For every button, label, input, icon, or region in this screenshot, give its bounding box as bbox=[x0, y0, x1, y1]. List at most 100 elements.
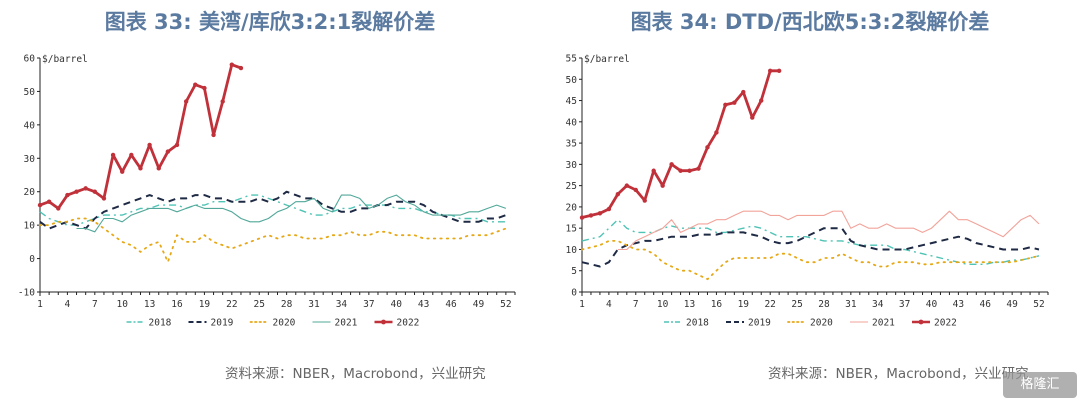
x-tick-label: 34 bbox=[872, 299, 884, 310]
y-tick-label: 5 bbox=[571, 266, 577, 277]
series-line-2020 bbox=[581, 240, 1040, 281]
data-point-2022 bbox=[696, 166, 701, 171]
y-tick-label: 10 bbox=[566, 245, 578, 256]
data-point-2022 bbox=[633, 187, 638, 193]
watermark-logo: 格隆汇 bbox=[1003, 372, 1077, 398]
data-point-2022 bbox=[65, 192, 70, 198]
x-tick-label: 43 bbox=[953, 299, 964, 310]
x-tick-label: 7 bbox=[633, 299, 639, 310]
x-tick-label: 10 bbox=[657, 299, 669, 310]
x-tick-label: 40 bbox=[926, 299, 938, 310]
y-tick-label: 45 bbox=[566, 96, 577, 107]
data-point-2022 bbox=[669, 162, 674, 167]
legend-label-2018: 2018 bbox=[149, 318, 172, 329]
x-tick-label: 4 bbox=[65, 299, 71, 310]
y-tick-label: 30 bbox=[24, 154, 36, 165]
data-point-2022 bbox=[165, 149, 171, 154]
source-note: 资料来源：NBER，Macrobond，兴业研究 bbox=[768, 366, 1029, 382]
x-tick-label: 13 bbox=[684, 299, 695, 310]
y-tick-label: 20 bbox=[24, 187, 36, 198]
data-point-2022 bbox=[101, 196, 107, 201]
x-tick-label: 52 bbox=[500, 299, 511, 310]
legend-label-2019: 2019 bbox=[748, 318, 771, 329]
data-point-2022 bbox=[83, 186, 88, 191]
data-point-2022 bbox=[129, 152, 134, 158]
x-tick-label: 40 bbox=[391, 299, 403, 310]
data-point-2022 bbox=[588, 213, 594, 218]
data-point-2022 bbox=[642, 198, 647, 203]
data-point-2022 bbox=[660, 183, 665, 188]
x-tick-label: 1 bbox=[37, 299, 43, 310]
chart-title: 图表 33: 美湾/库欣3:2:1裂解价差 bbox=[104, 10, 436, 34]
x-tick-label: 16 bbox=[171, 299, 183, 310]
x-tick-label: 31 bbox=[308, 299, 320, 310]
y-tick-label: 10 bbox=[24, 221, 36, 232]
x-tick-label: 28 bbox=[281, 299, 293, 310]
y-tick-label: 15 bbox=[566, 224, 577, 235]
chart-title: 图表 34: DTD/西北欧5:3:2裂解价差 bbox=[630, 10, 990, 34]
x-tick-label: 10 bbox=[116, 299, 128, 310]
x-tick-label: 1 bbox=[579, 299, 585, 310]
y-tick-label: -10 bbox=[18, 288, 35, 299]
x-tick-label: 22 bbox=[764, 299, 775, 310]
x-tick-label: 19 bbox=[199, 299, 211, 310]
y-tick-label: 20 bbox=[566, 202, 578, 213]
data-point-2022 bbox=[110, 152, 116, 158]
x-tick-label: 46 bbox=[445, 299, 457, 310]
data-point-2022 bbox=[579, 215, 585, 220]
series-line-2019 bbox=[581, 227, 1040, 268]
data-point-2022 bbox=[615, 191, 621, 197]
x-tick-label: 37 bbox=[899, 299, 910, 310]
y-tick-label: 0 bbox=[571, 288, 577, 299]
series-line-2020 bbox=[39, 217, 507, 263]
x-tick-label: 31 bbox=[845, 299, 857, 310]
data-point-2022 bbox=[211, 132, 216, 138]
data-point-2022 bbox=[597, 211, 603, 216]
data-point-2022 bbox=[624, 183, 630, 188]
x-tick-label: 25 bbox=[254, 299, 265, 310]
line-chart-right: $/barrel 0 5 10 15 20 25 30 35 40 45 50 55 1 4 7 10 13 16 1… bbox=[566, 54, 1049, 329]
data-point-2022 bbox=[776, 68, 782, 73]
data-point-2022 bbox=[138, 166, 143, 171]
chart-panel-right: 图表 34: DTD/西北欧5:3:2裂解价差 $/barrel 0 5 10 15 20… bbox=[540, 0, 1080, 403]
data-point-2022 bbox=[156, 166, 161, 171]
x-tick-label: 7 bbox=[92, 299, 98, 310]
x-tick-label: 46 bbox=[980, 299, 992, 310]
data-point-2022 bbox=[238, 65, 244, 71]
data-point-2022 bbox=[174, 142, 180, 148]
data-point-2022 bbox=[183, 99, 189, 104]
series-line-2022 bbox=[39, 63, 242, 210]
series-line-2018 bbox=[581, 219, 1040, 265]
series-line-2021 bbox=[617, 210, 1040, 251]
y-tick-label: 35 bbox=[566, 139, 577, 150]
data-point-2022 bbox=[74, 189, 79, 194]
x-tick-label: 37 bbox=[363, 299, 374, 310]
data-point-2022 bbox=[220, 99, 225, 104]
legend-label-2020: 2020 bbox=[273, 318, 296, 329]
y-tick-label: 30 bbox=[566, 160, 578, 171]
y-tick-label: 50 bbox=[566, 75, 578, 86]
x-tick-label: 43 bbox=[418, 299, 429, 310]
y-tick-label: 50 bbox=[24, 87, 36, 98]
data-point-2022 bbox=[687, 168, 692, 173]
legend-label-2019: 2019 bbox=[211, 318, 234, 329]
data-point-2022 bbox=[229, 62, 235, 67]
legend-label-2018: 2018 bbox=[686, 318, 709, 329]
y-tick-label: 40 bbox=[566, 117, 578, 128]
data-point-2022 bbox=[56, 206, 61, 211]
series-line-2022 bbox=[581, 69, 780, 219]
series-line-2021 bbox=[76, 194, 507, 233]
x-tick-label: 34 bbox=[336, 299, 348, 310]
y-unit-label: $/barrel bbox=[42, 54, 88, 65]
x-tick-label: 25 bbox=[791, 299, 802, 310]
x-tick-label: 28 bbox=[818, 299, 830, 310]
data-point-2022 bbox=[723, 102, 728, 107]
data-point-2022 bbox=[202, 85, 207, 91]
legend-marker-2022 bbox=[381, 319, 386, 325]
legend-label-2021: 2021 bbox=[335, 318, 358, 329]
data-point-2022 bbox=[750, 115, 755, 120]
y-tick-label: 25 bbox=[566, 181, 577, 192]
source-note: 资料来源：NBER，Macrobond，兴业研究 bbox=[225, 366, 486, 382]
data-point-2022 bbox=[759, 98, 764, 103]
x-tick-label: 4 bbox=[606, 299, 612, 310]
